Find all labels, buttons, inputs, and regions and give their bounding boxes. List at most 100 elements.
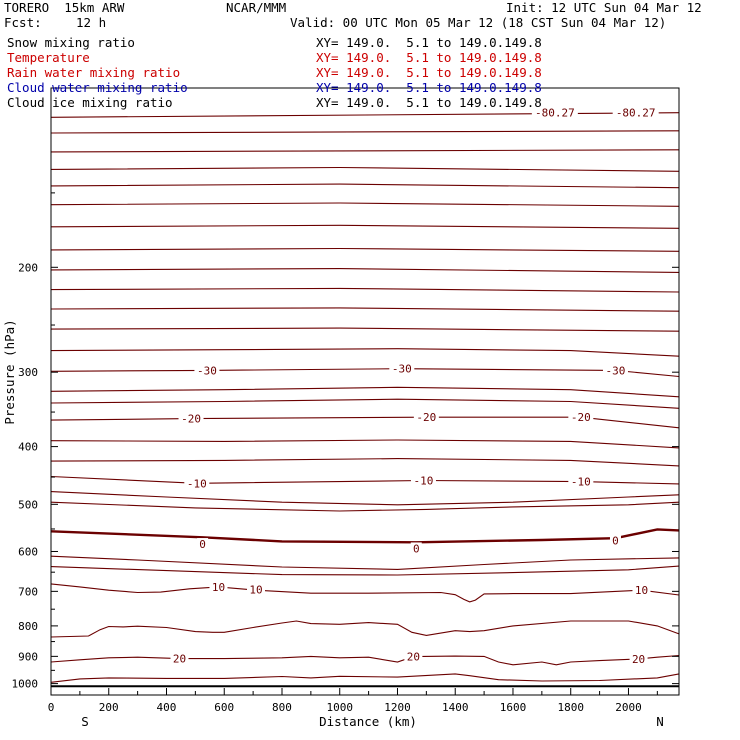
field-xy-range: XY= 149.0. 5.1 to 149.0.149.8 (316, 65, 542, 80)
contour-label-bg (531, 106, 578, 119)
contour-label-bg (632, 584, 651, 597)
y-tick-label: 700 (18, 585, 38, 598)
field-name: Cloud ice mixing ratio (7, 95, 173, 110)
contour-line (50, 491, 680, 506)
contour-label-bg (413, 411, 439, 424)
contour-label-bg (389, 362, 415, 375)
y-tick-label: 400 (18, 441, 38, 454)
contour-label: 0 (612, 534, 619, 547)
contour-label-bg (404, 650, 423, 663)
x-tick-label: 800 (272, 701, 292, 714)
contour-label: 20 (632, 653, 645, 666)
contour-line (50, 130, 680, 134)
y-tick-label: 600 (18, 545, 38, 558)
contour-line (50, 149, 680, 153)
contour-labels: -80.27 -80.27 -30 -30 -30 -20 -20 -20 -10 -10 -10 0… (170, 106, 659, 666)
contour-label-bg (602, 364, 628, 377)
x-tick-label: 1000 (326, 701, 353, 714)
contour-label-bg (197, 538, 209, 551)
x-axis-title: Distance (km) (319, 714, 417, 729)
y-tick-label: 200 (18, 261, 38, 274)
contour-line (50, 555, 680, 570)
contour-label-bg (178, 412, 204, 425)
init-time: Init: 12 UTC Sun 04 Mar 12 (506, 0, 702, 15)
contour-label: -30 (606, 364, 626, 377)
contour-label-bg (612, 106, 659, 119)
field-name: Rain water mixing ratio (7, 65, 181, 80)
contour-line (50, 565, 680, 576)
field-name: Snow mixing ratio (7, 35, 135, 50)
left-end-label: S (81, 714, 89, 729)
contour-lines (50, 112, 680, 688)
field-xy-range: XY= 149.0. 5.1 to 149.0.149.8 (316, 50, 542, 65)
contour-label-bg (209, 580, 228, 593)
x-tick-label: 600 (214, 701, 234, 714)
contour-label: -30 (392, 363, 412, 376)
axes: 0 200 400 600 800 1000 1200 1400 1600 1800 2000200… (12, 192, 679, 714)
x-tick-label: 1600 (500, 701, 527, 714)
contour-line (50, 183, 680, 189)
contour-label-bg (170, 652, 189, 665)
contour-line (50, 501, 680, 512)
contour-label: -20 (416, 411, 436, 424)
contour-label: -80.27 (535, 107, 575, 120)
contour-label-bg (410, 474, 436, 487)
contour-line (50, 202, 680, 207)
contour-label-bg (568, 475, 594, 488)
y-axis-title: Pressure (hPa) (2, 319, 17, 424)
contour-label-bg (184, 477, 210, 490)
contour-line (50, 287, 680, 293)
field-xy-range: XY= 149.0. 5.1 to 149.0.149.8 (316, 80, 542, 95)
contour-line (50, 224, 680, 229)
contour-label: 0 (199, 538, 206, 551)
fcst-value: 12 h (76, 15, 107, 30)
valid-time: Valid: 00 UTC Mon 05 Mar 12 (18 CST Sun … (290, 15, 667, 30)
contour-label: -20 (571, 411, 591, 424)
contour-label: 10 (635, 584, 648, 597)
contour-label: -80.27 (616, 107, 656, 120)
x-tick-label: 1200 (384, 701, 411, 714)
contour-line (50, 268, 680, 273)
contour-label: 0 (413, 542, 420, 555)
x-tick-label: 1800 (557, 701, 584, 714)
contour-line (50, 327, 680, 332)
contour-line (50, 247, 680, 252)
contour-line (50, 620, 680, 638)
contour-line (50, 654, 680, 666)
contour-label: -30 (197, 364, 217, 377)
y-tick-label: 800 (18, 620, 38, 633)
contour-label: 10 (249, 583, 262, 596)
field-xy-range: XY= 149.0. 5.1 to 149.0.149.8 (316, 95, 542, 110)
x-tick-label: 200 (99, 701, 119, 714)
contour-label: -10 (571, 476, 591, 489)
contour-line (50, 112, 680, 118)
contour-line (50, 307, 680, 312)
contour-line (50, 583, 680, 603)
contour-label: -20 (181, 413, 201, 426)
contour-label: 20 (173, 653, 186, 666)
contour-label: 20 (407, 651, 420, 664)
contour-line (50, 398, 680, 409)
fcst-label: Fcst: (4, 15, 42, 30)
y-tick-label: 500 (18, 498, 38, 511)
x-tick-label: 0 (48, 701, 55, 714)
contour-line (50, 386, 680, 398)
contour-label-bg (629, 652, 648, 665)
contour-label: -10 (187, 477, 207, 490)
x-tick-label: 2000 (615, 701, 642, 714)
contour-label: 10 (212, 581, 225, 594)
contour-line (50, 673, 680, 683)
field-xy-range: XY= 149.0. 5.1 to 149.0.149.8 (316, 35, 542, 50)
model-title: TORERO 15km ARW (4, 0, 125, 15)
contour-label: -10 (414, 474, 434, 487)
contour-label-bg (568, 411, 594, 424)
plot-frame (50, 87, 680, 696)
y-tick-label: 300 (18, 366, 38, 379)
contour-line (50, 166, 680, 172)
y-tick-label: 1000 (12, 678, 39, 691)
contour-label-bg (194, 364, 220, 377)
x-tick-label: 400 (157, 701, 177, 714)
x-tick-label: 1400 (442, 701, 469, 714)
contour-line (50, 348, 680, 357)
